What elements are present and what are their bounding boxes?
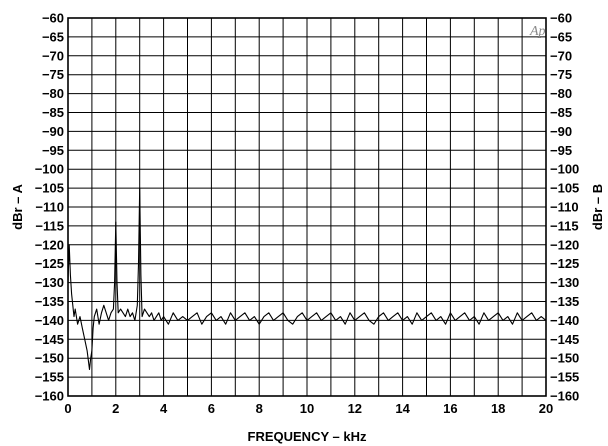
y-tick-label-right: −80	[550, 86, 572, 101]
y-tick-label-left: −85	[42, 105, 64, 120]
y-tick-label-left: −115	[35, 218, 64, 233]
ap-logo: Ap	[529, 24, 546, 39]
y-tick-label-right: −60	[550, 11, 572, 26]
y-tick-label-left: −155	[35, 370, 64, 385]
y-tick-label-right: −120	[550, 237, 579, 252]
y-tick-label-left: −145	[35, 332, 64, 347]
y-tick-label-right: −115	[550, 218, 579, 233]
y-tick-label-right: −105	[550, 181, 579, 196]
y-tick-label-right: −70	[550, 48, 572, 63]
y-tick-label-left: −105	[35, 181, 64, 196]
x-axis-ticks: 0 2 4 6 8 10 12 14 16 18 20	[64, 401, 553, 416]
x-tick-label: 10	[300, 401, 314, 416]
x-axis-label: FREQUENCY – kHz	[248, 429, 367, 444]
y-axis-right-ticks: −60 −65 −70 −75 −80 −85 −90 −95 −100 −105 −110 −115…	[550, 11, 579, 404]
y-tick-label-right: −145	[550, 332, 579, 347]
y-axis-label-right: dBr – B	[590, 184, 605, 230]
y-tick-label-left: −160	[35, 389, 64, 404]
y-tick-label-right: −95	[550, 143, 572, 158]
plot-frame	[67, 17, 547, 397]
y-tick-label-right: −155	[550, 370, 579, 385]
x-tick-label: 8	[256, 401, 263, 416]
x-tick-label: 20	[539, 401, 553, 416]
y-tick-label-right: −85	[550, 105, 572, 120]
x-tick-label: 18	[491, 401, 505, 416]
y-tick-label-right: −75	[550, 67, 572, 82]
y-tick-label-right: −160	[550, 389, 579, 404]
y-tick-label-left: −150	[35, 351, 64, 366]
x-tick-label: 12	[348, 401, 362, 416]
y-tick-label-right: −110	[550, 200, 579, 215]
y-tick-label-right: −100	[550, 162, 579, 177]
y-tick-label-left: −60	[42, 11, 64, 26]
x-tick-label: 2	[112, 401, 119, 416]
grid	[68, 18, 546, 396]
y-tick-label-left: −95	[42, 143, 64, 158]
y-axis-label-left: dBr – A	[10, 184, 25, 230]
y-tick-label-right: −130	[550, 275, 579, 290]
y-tick-label-left: −70	[42, 48, 64, 63]
y-axis-left-ticks: −60 −65 −70 −75 −80 −85 −90 −95 −100 −105 −110 −115…	[35, 11, 64, 404]
x-tick-label: 4	[160, 401, 168, 416]
y-tick-label-left: −80	[42, 86, 64, 101]
x-tick-label: 14	[395, 401, 410, 416]
y-tick-label-right: −150	[550, 351, 579, 366]
y-tick-label-left: −110	[35, 200, 64, 215]
y-tick-label-left: −65	[42, 29, 64, 44]
x-tick-label: 0	[64, 401, 71, 416]
y-tick-label-right: −125	[550, 256, 579, 271]
y-tick-label-right: −135	[550, 294, 579, 309]
series-line	[67, 187, 547, 371]
y-tick-label-left: −100	[35, 162, 64, 177]
y-tick-label-right: −65	[550, 29, 572, 44]
y-tick-label-left: −75	[42, 67, 64, 82]
y-tick-label-right: −140	[550, 313, 579, 328]
y-tick-label-left: −120	[35, 237, 64, 252]
y-tick-label-right: −90	[550, 124, 572, 139]
y-tick-label-left: −130	[35, 275, 64, 290]
y-tick-label-left: −125	[35, 256, 64, 271]
x-tick-label: 16	[443, 401, 457, 416]
x-tick-label: 6	[208, 401, 215, 416]
y-tick-label-left: −140	[35, 313, 64, 328]
y-tick-label-left: −135	[35, 294, 64, 309]
y-tick-label-left: −90	[42, 124, 64, 139]
